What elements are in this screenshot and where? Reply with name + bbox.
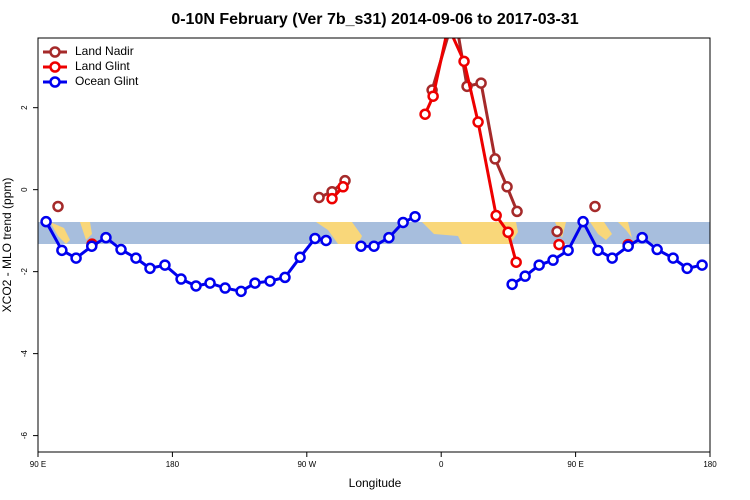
data-point [472, 116, 484, 128]
x-tick-label: 180 [166, 460, 180, 469]
map-band [38, 222, 710, 244]
land-patches [50, 222, 632, 244]
data-point [519, 270, 531, 282]
data-point [511, 205, 523, 218]
data-point [667, 252, 679, 264]
data-point [368, 240, 380, 252]
ocean-band [38, 222, 710, 244]
data-point [279, 271, 291, 284]
x-tick-label: 180 [703, 460, 717, 469]
plot-frame [37, 37, 711, 453]
data-point [562, 244, 574, 257]
data-point [592, 244, 604, 257]
x-tick-label: 90 W [297, 460, 316, 469]
x-tick-label: 90 E [567, 460, 583, 469]
data-point [506, 278, 518, 291]
data-point [510, 256, 522, 268]
plot-area [40, 9, 708, 298]
data-point [409, 210, 421, 223]
data-point [309, 232, 321, 245]
data-point [551, 225, 563, 238]
data-point [475, 77, 487, 89]
legend-marker [49, 61, 61, 73]
x-tick-label: 90 E [30, 460, 46, 469]
data-point [313, 191, 325, 204]
data-point [383, 231, 395, 244]
y-tick-label: 2 [20, 105, 29, 110]
data-point [533, 259, 545, 271]
data-point [52, 200, 64, 213]
data-point [553, 238, 565, 251]
data-point [264, 275, 276, 287]
data-point [696, 259, 708, 271]
x-tick-label: 0 [439, 460, 444, 469]
data-point [86, 240, 98, 252]
legend-label: Land Glint [75, 59, 130, 73]
data-point [606, 252, 618, 264]
data-point [547, 254, 559, 266]
y-axis-label: XCO2 - MLO trend (ppm) [0, 178, 14, 313]
y-tick-label: -4 [20, 350, 29, 358]
legend-marker [49, 46, 61, 58]
data-point [419, 108, 431, 120]
data-point [502, 226, 514, 239]
data-point [294, 251, 306, 264]
data-point [589, 200, 601, 213]
data-point [100, 231, 112, 244]
data-point [190, 280, 202, 292]
data-point [130, 252, 142, 264]
data-point [458, 55, 470, 68]
y-tick-label: -2 [20, 268, 29, 276]
data-point [622, 240, 634, 252]
data-point [159, 259, 171, 271]
data-point [636, 231, 648, 244]
y-tick-label: 0 [20, 187, 29, 192]
legend-label: Ocean Glint [75, 74, 139, 88]
data-point [355, 240, 367, 252]
data-point [56, 244, 68, 257]
data-point [144, 262, 156, 275]
data-point [235, 285, 247, 298]
data-point [490, 209, 502, 222]
data-point [40, 215, 52, 228]
data-point [219, 282, 231, 294]
legend-marker [49, 76, 61, 88]
data-point [326, 192, 338, 205]
chart-title: 0-10N February (Ver 7b_s31) 2014-09-06 t… [171, 11, 578, 28]
data-point [427, 90, 439, 102]
data-point [249, 277, 261, 289]
data-point [320, 234, 332, 247]
data-point [175, 273, 187, 285]
x-axis-label: Longitude [349, 476, 402, 490]
data-point [115, 243, 127, 256]
data-point [577, 215, 589, 228]
data-point [489, 153, 501, 165]
data-point [337, 181, 349, 193]
y-tick-label: -6 [20, 432, 29, 440]
data-point [70, 252, 82, 264]
data-point [681, 262, 693, 275]
data-point [397, 216, 409, 229]
data-point [501, 181, 513, 193]
legend-label: Land Nadir [75, 44, 134, 58]
data-point [651, 243, 663, 256]
data-point [204, 277, 216, 289]
